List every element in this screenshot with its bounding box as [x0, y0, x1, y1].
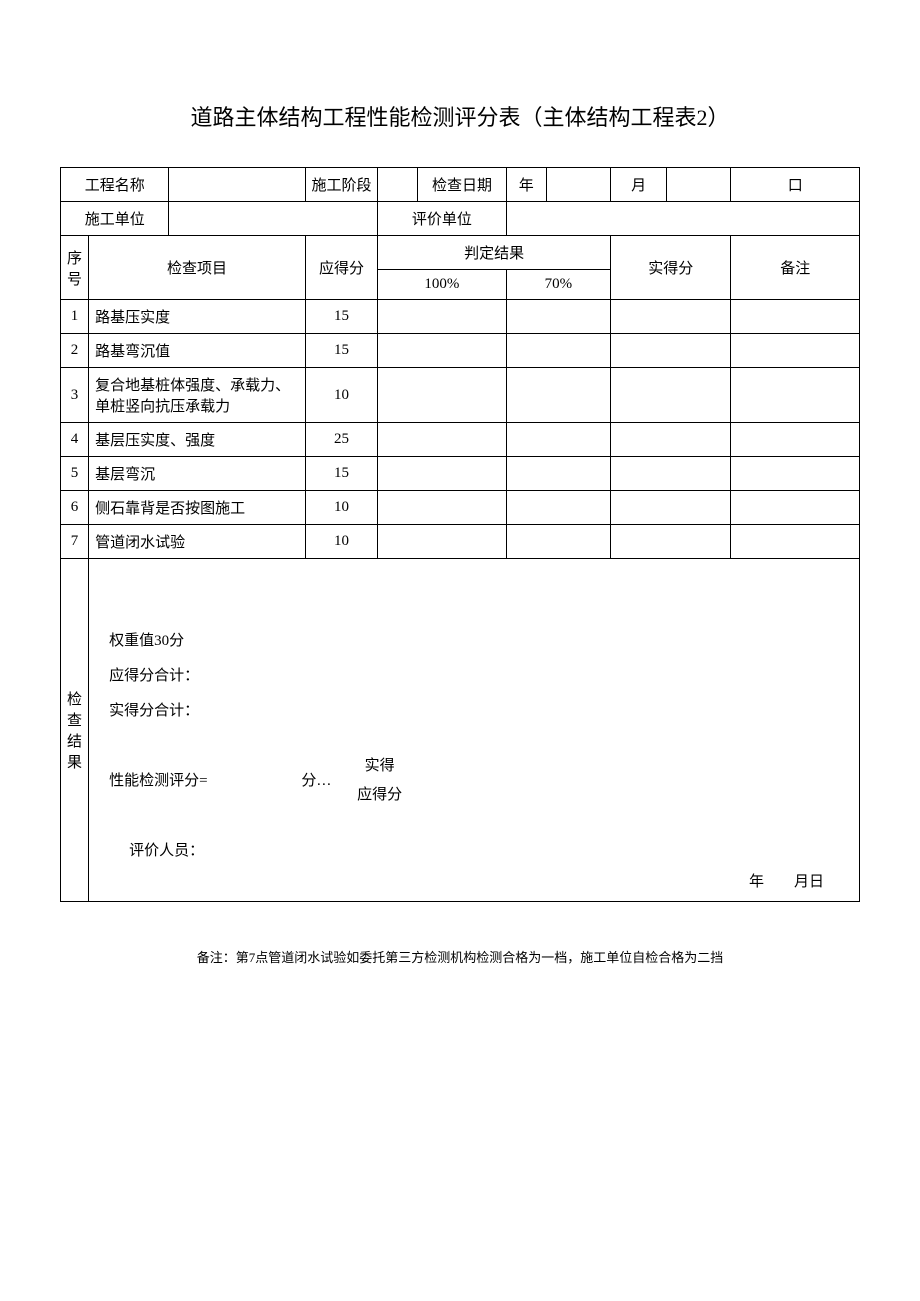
evaluator-label: 评价人员：	[109, 839, 849, 860]
result-weight: 权重值30分	[109, 629, 849, 650]
row-item: 基层弯沉	[89, 457, 306, 491]
row-score: 10	[305, 525, 377, 559]
row-seq: 5	[61, 457, 89, 491]
date-day-label: 口	[731, 168, 860, 202]
result-cell: 权重值30分 应得分合计： 实得分合计： 性能检测评分= 分… 实得 应得分 评…	[89, 559, 860, 902]
date-month-label: 月	[611, 168, 667, 202]
row-actual	[611, 525, 731, 559]
date-year-label: 年	[506, 168, 546, 202]
eval-unit-value	[506, 202, 859, 236]
row-res-70	[506, 334, 610, 368]
result-actual-sum: 实得分合计：	[109, 699, 849, 720]
row-seq: 7	[61, 525, 89, 559]
row-remark	[731, 423, 860, 457]
row-actual	[611, 491, 731, 525]
table-row: 6 侧石靠背是否按图施工 10	[61, 491, 860, 525]
check-date-label: 检查日期	[418, 168, 506, 202]
fraction-numerator: 实得	[347, 754, 412, 779]
stage-label: 施工阶段	[305, 168, 377, 202]
row-res-100	[378, 334, 506, 368]
row-seq: 6	[61, 491, 89, 525]
row-item: 路基压实度	[89, 300, 306, 334]
row-seq: 4	[61, 423, 89, 457]
row-score: 15	[305, 457, 377, 491]
row-res-70	[506, 525, 610, 559]
row-seq: 3	[61, 368, 89, 423]
row-score: 10	[305, 368, 377, 423]
row-remark	[731, 300, 860, 334]
page-title: 道路主体结构工程性能检测评分表（主体结构工程表2）	[60, 100, 860, 132]
project-name-value	[169, 168, 306, 202]
date-month-value	[667, 168, 731, 202]
row-remark	[731, 491, 860, 525]
row-actual	[611, 457, 731, 491]
row-res-100	[378, 491, 506, 525]
scoring-table: 工程名称 施工阶段 检查日期 年 月 口 施工单位 评价单位 序号 检查项目 应…	[60, 167, 860, 902]
col-pct-100: 100%	[378, 270, 506, 300]
construction-unit-value	[169, 202, 378, 236]
footer-month-day: 月日	[794, 874, 824, 890]
result-formula: 性能检测评分= 分… 实得 应得分	[109, 754, 412, 804]
row-res-70	[506, 423, 610, 457]
row-res-100	[378, 423, 506, 457]
col-remark: 备注	[731, 236, 860, 300]
col-deserved: 应得分	[305, 236, 377, 300]
result-date-footer: 年 月日	[109, 870, 849, 891]
col-pct-70: 70%	[506, 270, 610, 300]
date-year-value	[546, 168, 610, 202]
stage-value	[378, 168, 418, 202]
row-remark	[731, 334, 860, 368]
table-row: 4 基层压实度、强度 25	[61, 423, 860, 457]
row-item: 路基弯沉值	[89, 334, 306, 368]
row-item: 管道闭水试验	[89, 525, 306, 559]
formula-suffix: 分…	[301, 769, 331, 790]
row-res-100	[378, 300, 506, 334]
row-remark	[731, 525, 860, 559]
table-row: 2 路基弯沉值 15	[61, 334, 860, 368]
row-res-70	[506, 300, 610, 334]
row-item: 基层压实度、强度	[89, 423, 306, 457]
row-seq: 1	[61, 300, 89, 334]
row-res-100	[378, 457, 506, 491]
row-score: 15	[305, 334, 377, 368]
table-row: 7 管道闭水试验 10	[61, 525, 860, 559]
footer-year: 年	[749, 874, 764, 890]
footnote: 备注：第7点管道闭水试验如委托第三方检测机构检测合格为一档，施工单位自检合格为二…	[60, 947, 860, 966]
project-name-label: 工程名称	[61, 168, 169, 202]
table-row: 3 复合地基桩体强度、承载力、单桩竖向抗压承载力 10	[61, 368, 860, 423]
row-actual	[611, 423, 731, 457]
row-actual	[611, 368, 731, 423]
row-res-100	[378, 525, 506, 559]
row-score: 10	[305, 491, 377, 525]
formula-label: 性能检测评分=	[109, 769, 207, 790]
col-seq: 序号	[61, 236, 89, 300]
row-score: 15	[305, 300, 377, 334]
row-actual	[611, 300, 731, 334]
formula-fraction: 实得 应得分	[347, 754, 412, 804]
row-actual	[611, 334, 731, 368]
row-item: 侧石靠背是否按图施工	[89, 491, 306, 525]
row-score: 25	[305, 423, 377, 457]
eval-unit-label: 评价单位	[378, 202, 506, 236]
table-row: 5 基层弯沉 15	[61, 457, 860, 491]
row-remark	[731, 457, 860, 491]
col-judgement: 判定结果	[378, 236, 611, 270]
row-item: 复合地基桩体强度、承载力、单桩竖向抗压承载力	[89, 368, 306, 423]
row-res-100	[378, 368, 506, 423]
col-item: 检查项目	[89, 236, 306, 300]
row-res-70	[506, 457, 610, 491]
row-remark	[731, 368, 860, 423]
table-row: 1 路基压实度 15	[61, 300, 860, 334]
fraction-denominator: 应得分	[347, 779, 412, 804]
row-res-70	[506, 491, 610, 525]
col-actual: 实得分	[611, 236, 731, 300]
row-seq: 2	[61, 334, 89, 368]
result-deserved-sum: 应得分合计：	[109, 664, 849, 685]
row-res-70	[506, 368, 610, 423]
construction-unit-label: 施工单位	[61, 202, 169, 236]
result-label: 检查结果	[61, 559, 89, 902]
